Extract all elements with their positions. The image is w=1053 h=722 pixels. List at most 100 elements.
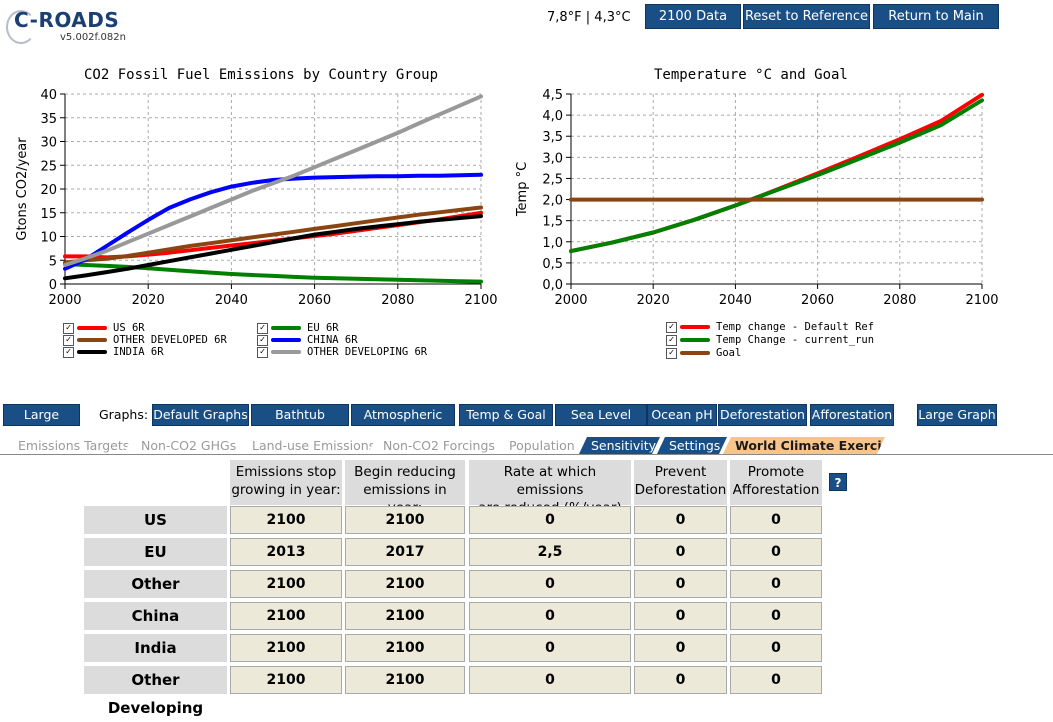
- input-cell-other-developing-1[interactable]: 2100: [230, 666, 342, 694]
- legend-swatch: [680, 338, 710, 342]
- graph-button-bathtub-graphs[interactable]: Bathtub Graphs: [251, 404, 349, 442]
- temperature-readout: 7,8°F | 4,3°C: [547, 10, 631, 25]
- input-cell-other-developed-1[interactable]: 2100: [230, 570, 342, 598]
- legend-checkbox[interactable]: ✓: [257, 346, 268, 358]
- y-tick-label: 1,0: [542, 236, 563, 251]
- input-cell-india-4[interactable]: 0: [634, 634, 727, 662]
- tab-emissions-targets[interactable]: Emissions Targets: [6, 437, 132, 454]
- input-cell-china-1[interactable]: 2100: [230, 602, 342, 630]
- graph-button-default-graphs[interactable]: Default Graphs: [152, 404, 249, 426]
- graph-button-ocean-ph[interactable]: Ocean pH: [647, 404, 717, 426]
- legend-label: INDIA 6R: [113, 346, 164, 358]
- large-graph-left-button[interactable]: Large Graph: [3, 404, 80, 442]
- row-label-other-developed: Other Developed: [84, 570, 227, 621]
- legend-item-us-6r[interactable]: ✓ US 6R: [63, 322, 145, 334]
- input-cell-other-developed-3[interactable]: 0: [469, 570, 631, 598]
- input-cell-eu-5[interactable]: 0: [730, 538, 822, 566]
- legend-item-india-6r[interactable]: ✓ INDIA 6R: [63, 346, 164, 358]
- graph-button-temp-goal[interactable]: Temp & Goal: [459, 404, 553, 426]
- input-cell-other-developed-4[interactable]: 0: [634, 570, 727, 598]
- help-button[interactable]: ?: [829, 473, 847, 491]
- large-graph-right-button[interactable]: Large Graph: [917, 404, 997, 426]
- y-tick-label: 20: [40, 183, 57, 198]
- graph-button-atmospheric-co2[interactable]: Atmospheric CO2: [351, 404, 455, 442]
- x-tick-label: 2040: [215, 293, 248, 308]
- y-tick-label: 40: [40, 88, 57, 103]
- legend-checkbox[interactable]: ✓: [63, 322, 74, 334]
- emissions-legend: ✓ US 6R ✓ EU 6R ✓ OTHER DEVELOPED 6R ✓ CHINA 6R…: [63, 322, 503, 362]
- row-label-eu: EU: [84, 538, 227, 566]
- graph-button-deforestation[interactable]: Deforestation: [718, 404, 807, 426]
- tab-land-use-emissions[interactable]: Land-use Emissions: [240, 437, 376, 454]
- input-cell-other-developed-2[interactable]: 2100: [345, 570, 465, 598]
- x-tick-label: 2100: [464, 293, 497, 308]
- legend-checkbox[interactable]: ✓: [666, 321, 677, 333]
- input-cell-us-5[interactable]: 0: [730, 506, 822, 534]
- tab-settings[interactable]: Settings: [657, 437, 727, 454]
- legend-checkbox[interactable]: ✓: [257, 334, 268, 346]
- input-cell-eu-2[interactable]: 2017: [345, 538, 465, 566]
- tab-world-climate-exercise[interactable]: World Climate Exercise: [723, 437, 885, 454]
- return-to-main-button[interactable]: Return to Main: [873, 4, 999, 29]
- y-tick-label: 4,0: [542, 109, 563, 124]
- input-cell-other-developing-5[interactable]: 0: [730, 666, 822, 694]
- input-cell-other-developing-3[interactable]: 0: [469, 666, 631, 694]
- data-2100-button[interactable]: 2100 Data: [645, 4, 741, 29]
- input-cell-us-3[interactable]: 0: [469, 506, 631, 534]
- input-cell-eu-4[interactable]: 0: [634, 538, 727, 566]
- input-cell-china-2[interactable]: 2100: [345, 602, 465, 630]
- column-header-line: Prevent: [654, 464, 707, 480]
- input-cell-eu-1[interactable]: 2013: [230, 538, 342, 566]
- legend-checkbox[interactable]: ✓: [63, 346, 74, 358]
- tab-non-co2-forcings[interactable]: Non-CO2 Forcings: [371, 437, 501, 454]
- y-tick-label: 25: [40, 159, 57, 174]
- legend-checkbox[interactable]: ✓: [257, 322, 268, 334]
- series-line-other-developed-6r: [63, 205, 483, 265]
- input-cell-india-5[interactable]: 0: [730, 634, 822, 662]
- legend-item-other-developing-6r[interactable]: ✓ OTHER DEVELOPING 6R: [257, 346, 427, 358]
- x-tick-label: 2020: [637, 293, 670, 308]
- input-cell-us-4[interactable]: 0: [634, 506, 727, 534]
- legend-item-temp-change-current-run[interactable]: ✓ Temp Change - current_run: [666, 334, 874, 346]
- tab-non-co2-ghgs[interactable]: Non-CO2 GHGs: [129, 437, 246, 454]
- graph-button-afforestation[interactable]: Afforestation: [810, 404, 894, 426]
- input-cell-india-3[interactable]: 0: [469, 634, 631, 662]
- tab-population[interactable]: Population: [497, 437, 581, 454]
- legend-item-other-developed-6r[interactable]: ✓ OTHER DEVELOPED 6R: [63, 334, 227, 346]
- legend-swatch: [680, 351, 710, 355]
- legend-item-china-6r[interactable]: ✓ CHINA 6R: [257, 334, 358, 346]
- legend-item-temp-change-default-ref[interactable]: ✓ Temp change - Default Ref: [666, 321, 874, 333]
- input-cell-china-5[interactable]: 0: [730, 602, 822, 630]
- input-cell-us-2[interactable]: 2100: [345, 506, 465, 534]
- input-cell-china-3[interactable]: 0: [469, 602, 631, 630]
- column-header-5: Promote Afforestation: [730, 460, 822, 505]
- temperature-chart: 2000 2020 2040 2060 2080 2100 0,0 0,5 1,0 1,5 2,0 2…: [515, 88, 999, 308]
- y-tick-label: 0: [49, 278, 57, 293]
- legend-checkbox[interactable]: ✓: [666, 347, 677, 359]
- input-cell-us-1[interactable]: 2100: [230, 506, 342, 534]
- input-cell-other-developing-2[interactable]: 2100: [345, 666, 465, 694]
- legend-checkbox[interactable]: ✓: [666, 334, 677, 346]
- legend-swatch: [77, 326, 107, 330]
- emissions-chart-title: CO2 Fossil Fuel Emissions by Country Gro…: [84, 67, 439, 83]
- x-tick-label: 2040: [719, 293, 752, 308]
- legend-item-goal[interactable]: ✓ Goal: [666, 347, 741, 359]
- tab-sensitivity[interactable]: Sensitivity: [579, 437, 660, 454]
- column-header-3: Rate at which emissionsare reduced (%/ye…: [469, 460, 631, 516]
- legend-label: Temp change - Default Ref: [716, 321, 875, 333]
- legend-checkbox[interactable]: ✓: [63, 334, 74, 346]
- x-tick-label: 2020: [132, 293, 165, 308]
- legend-item-eu-6r[interactable]: ✓ EU 6R: [257, 322, 339, 334]
- y-tick-label: 0,0: [542, 278, 563, 293]
- reset-to-reference-button[interactable]: Reset to Reference: [743, 4, 870, 29]
- input-cell-other-developed-5[interactable]: 0: [730, 570, 822, 598]
- input-cell-china-4[interactable]: 0: [634, 602, 727, 630]
- input-cell-india-2[interactable]: 2100: [345, 634, 465, 662]
- legend-swatch: [271, 338, 301, 342]
- legend-swatch: [77, 338, 107, 342]
- input-cell-other-developing-4[interactable]: 0: [634, 666, 727, 694]
- row-label-us: US: [84, 506, 227, 534]
- graph-button-sea-level-rise[interactable]: Sea Level Rise: [555, 404, 647, 442]
- input-cell-eu-3[interactable]: 2,5: [469, 538, 631, 566]
- input-cell-india-1[interactable]: 2100: [230, 634, 342, 662]
